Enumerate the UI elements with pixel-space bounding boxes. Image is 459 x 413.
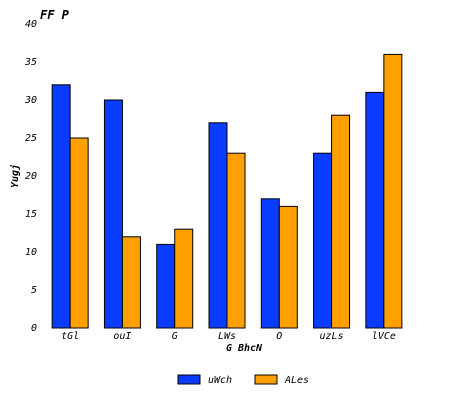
bar-uWch-uzLs [313, 152, 333, 329]
y-axis-title: Yugj [9, 164, 21, 188]
x-tick-label: ouI [113, 331, 131, 342]
y-tick-label: 30 [24, 95, 37, 106]
bar-uWch-ouI [103, 99, 123, 329]
chart-title: FF P [40, 8, 70, 22]
bar-ALes-uzLs [331, 114, 351, 329]
x-tick-label: lVCe [372, 331, 396, 342]
bar-uWch-O [260, 198, 280, 329]
y-tick-label: 35 [24, 57, 37, 68]
bars-group [51, 53, 403, 329]
bar-uWch-tGl [51, 84, 71, 329]
legend-swatch [177, 374, 201, 385]
x-axis-title: G BhcN [226, 343, 263, 354]
bar-ALes-tGl [69, 137, 89, 329]
bar-ALes-O [278, 205, 298, 329]
x-tick-label: O [276, 331, 282, 342]
bar-ALes-lVCe [383, 53, 403, 329]
y-tick-label: 15 [25, 209, 37, 220]
legend-label: ALes [284, 375, 309, 386]
y-tick-label: 5 [31, 285, 37, 296]
bar-ALes-G [174, 228, 194, 329]
bar-uWch-G [156, 243, 176, 329]
bar-ALes-LWs [226, 152, 246, 329]
y-tick-label: 0 [31, 323, 37, 334]
bar-ALes-ouI [121, 236, 141, 329]
legend: uWch ALes [177, 374, 309, 386]
x-tick-label: uzLs [320, 331, 344, 342]
y-tick-label: 10 [25, 247, 37, 258]
legend-label: uWch [208, 375, 232, 386]
x-tick-label: tGl [61, 331, 79, 342]
y-tick-label: 40 [25, 19, 37, 30]
y-axis: 0 5 10 15 20 25 30 35 40 [24, 19, 37, 334]
x-tick-label: LWs [218, 331, 236, 342]
bar-uWch-lVCe [365, 91, 385, 329]
x-tick-label: G [172, 331, 178, 342]
bar-uWch-LWs [208, 122, 228, 329]
legend-swatch [254, 374, 278, 385]
y-tick-label: 25 [25, 133, 37, 144]
y-tick-label: 20 [25, 171, 37, 182]
